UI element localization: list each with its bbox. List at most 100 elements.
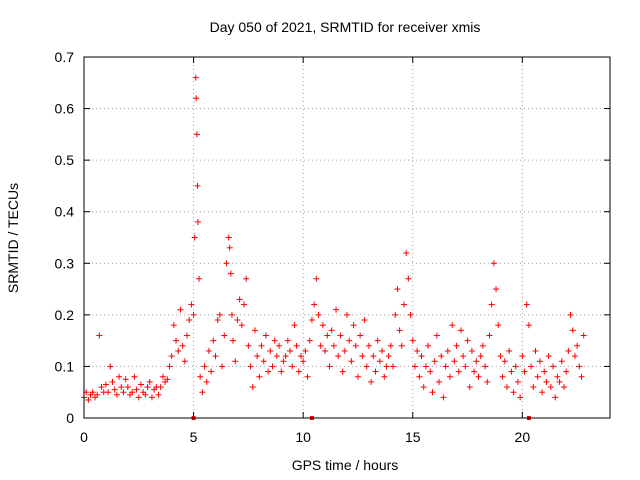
data-point: [324, 332, 331, 339]
data-point: [528, 363, 535, 370]
data-point: [379, 347, 386, 354]
data-point: [249, 384, 256, 391]
data-point: [574, 342, 581, 349]
data-point: [295, 368, 302, 375]
data-point: [190, 311, 197, 318]
data-point: [473, 358, 480, 365]
data-point: [291, 322, 298, 329]
data-point: [181, 358, 188, 365]
data-point: [194, 219, 201, 226]
data-point: [120, 389, 127, 396]
data-point: [361, 317, 368, 324]
data-point: [383, 363, 390, 370]
data-point: [578, 373, 585, 380]
data-point: [519, 353, 526, 360]
data-point: [269, 363, 276, 370]
data-point: [486, 332, 493, 339]
data-point: [196, 275, 203, 282]
data-point: [297, 353, 304, 360]
data-point: [193, 131, 200, 138]
data-point: [262, 332, 269, 339]
data-point: [155, 391, 162, 398]
data-point: [398, 342, 405, 349]
data-point: [223, 260, 230, 267]
data-point: [271, 337, 278, 344]
data-point: [300, 358, 307, 365]
data-point: [427, 368, 434, 375]
data-point: [462, 363, 469, 370]
x-tick-label: 15: [405, 429, 421, 445]
data-point: [514, 378, 521, 385]
data-point: [552, 394, 559, 401]
data-point: [337, 332, 344, 339]
data-point: [203, 378, 210, 385]
data-point: [576, 363, 583, 370]
data-point: [433, 332, 440, 339]
data-point: [457, 327, 464, 334]
data-point: [517, 394, 524, 401]
y-tick-label: 0.2: [55, 307, 75, 323]
data-point: [118, 384, 125, 391]
data-point: [403, 249, 410, 256]
data-point: [280, 358, 287, 365]
data-point: [129, 389, 136, 396]
data-point: [254, 353, 261, 360]
y-tick-label: 0.4: [55, 204, 75, 220]
data-point: [407, 311, 414, 318]
x-tick-label: 0: [80, 429, 88, 445]
data-point: [293, 342, 300, 349]
data-point: [191, 234, 198, 241]
data-point: [335, 353, 342, 360]
tick-labels: 0 0.1 0.2 0.3 0.4 0.5 0.6 0.7 0 5 10 15 20: [55, 49, 531, 445]
data-point: [425, 342, 432, 349]
data-point: [208, 368, 215, 375]
data-point: [453, 342, 460, 349]
data-point: [148, 394, 155, 401]
data-point: [468, 347, 475, 354]
data-point: [464, 337, 471, 344]
data-point: [438, 353, 445, 360]
data-point: [394, 286, 401, 293]
data-point: [385, 353, 392, 360]
data-point: [216, 311, 223, 318]
data-point: [510, 389, 517, 396]
y-tick-label: 0.1: [55, 358, 75, 374]
data-point: [499, 373, 506, 380]
y-tick-label: 0.3: [55, 255, 75, 271]
data-point: [107, 363, 114, 370]
data-point: [414, 347, 421, 354]
data-point: [330, 342, 337, 349]
data-point: [350, 322, 357, 329]
data-point: [490, 260, 497, 267]
data-point: [525, 322, 532, 329]
data-point: [188, 301, 195, 308]
data-point: [536, 358, 543, 365]
data-point: [247, 363, 254, 370]
data-point: [85, 396, 92, 403]
data-point: [558, 358, 565, 365]
data-point: [175, 347, 182, 354]
y-axis-label: SRMTID / TECUs: [5, 183, 21, 293]
data-point: [368, 378, 375, 385]
data-point: [212, 353, 219, 360]
data-point: [482, 363, 489, 370]
data-point: [475, 373, 482, 380]
plot-frame: [83, 56, 611, 419]
data-point: [556, 378, 563, 385]
data-point: [563, 368, 570, 375]
data-point: [477, 353, 484, 360]
data-point: [405, 275, 412, 282]
data-point: [541, 368, 548, 375]
data-point: [339, 368, 346, 375]
data-point: [326, 363, 333, 370]
data-point: [240, 301, 247, 308]
data-point: [168, 353, 175, 360]
data-point: [547, 384, 554, 391]
data-point: [530, 384, 537, 391]
data-point: [422, 363, 429, 370]
data-point: [352, 342, 359, 349]
data-point: [317, 342, 324, 349]
data-point: [278, 368, 285, 375]
data-point: [304, 373, 311, 380]
data-point: [144, 384, 151, 391]
